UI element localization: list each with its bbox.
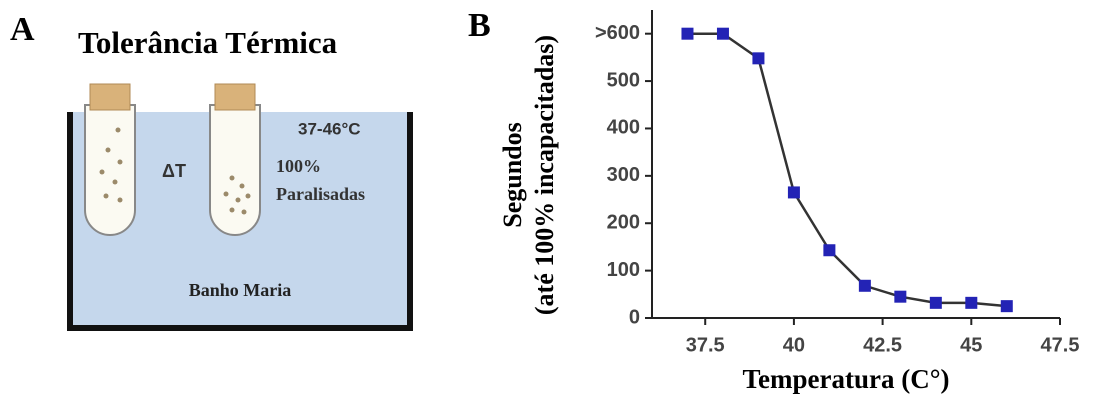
x-tick-label: 45 (960, 334, 982, 356)
bath-container (67, 112, 413, 331)
y-tick-label: 500 (607, 69, 640, 91)
marker (716, 27, 729, 40)
marker (823, 244, 836, 257)
temperature-range: 37-46°C (298, 119, 361, 138)
chart: 0 100 200 300 400 500 >600 37.5 40 42.5 45 47.5 Temp… (498, 10, 1080, 394)
x-tick-label: 47.5 (1041, 334, 1080, 356)
tube (84, 83, 136, 236)
x-axis-label: Temperatura (C°) (742, 364, 949, 394)
panel-label: A (10, 11, 35, 48)
marker (858, 279, 871, 292)
y-tick-label: 300 (607, 164, 640, 186)
marker (894, 290, 907, 303)
tube (209, 83, 261, 236)
bath-label: Banho Maria (189, 280, 292, 300)
marker (965, 296, 978, 309)
percent-label: 100% (276, 156, 321, 176)
line (687, 32, 1007, 308)
state-label: Paralisadas (276, 184, 365, 204)
marker (787, 186, 800, 199)
x-tick-label: 37.5 (686, 334, 725, 356)
marker (929, 296, 942, 309)
y-tick-label: 200 (607, 212, 640, 234)
y-axis-label: (até 100% incapacitadas) (530, 35, 559, 315)
panel-label: B (468, 7, 491, 44)
x-tick-label: 42.5 (863, 334, 902, 356)
y-tick-label: 400 (607, 117, 640, 139)
marker (681, 27, 694, 40)
y-axis-label: Segundos (498, 122, 527, 228)
x-tick-label: 40 (783, 334, 805, 356)
marker (752, 52, 765, 65)
delta-label: ΔT (162, 161, 186, 181)
diagram-title: Tolerância Térmica (78, 25, 338, 60)
y-tick-label: >600 (595, 22, 640, 44)
y-tick-label: 0 (629, 306, 640, 328)
marker (1000, 300, 1013, 313)
y-tick-label: 100 (607, 259, 640, 281)
